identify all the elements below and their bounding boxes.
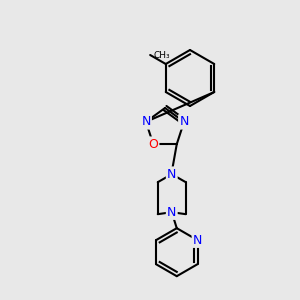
Text: N: N	[167, 168, 176, 181]
Text: O: O	[148, 138, 158, 151]
Text: N: N	[193, 234, 202, 247]
Text: CH₃: CH₃	[153, 50, 170, 59]
Text: N: N	[179, 115, 189, 128]
Text: N: N	[141, 115, 151, 128]
Text: N: N	[167, 206, 176, 219]
